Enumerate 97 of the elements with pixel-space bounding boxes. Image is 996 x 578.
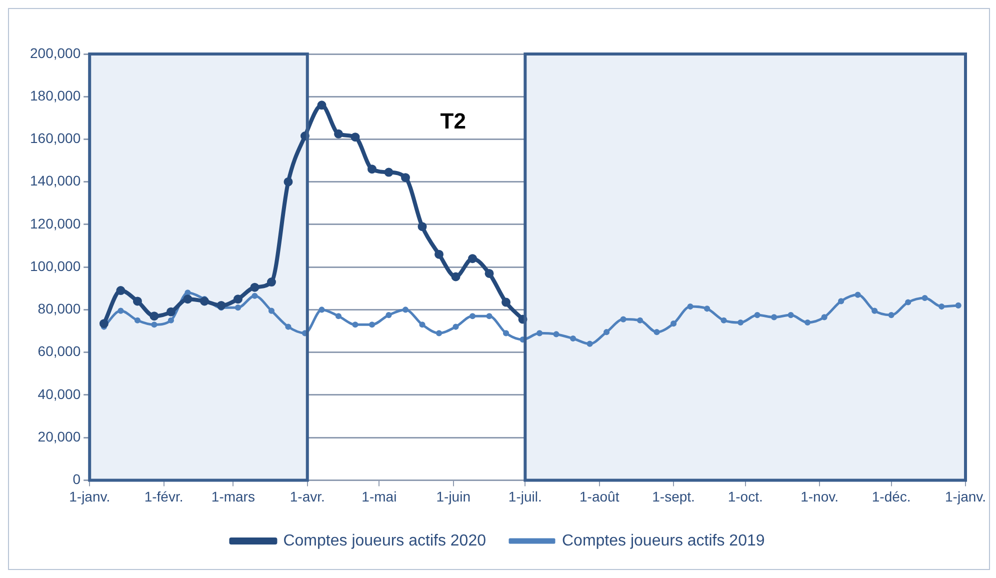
x-tick-label: 1-déc. <box>872 488 911 504</box>
x-tick-label: 1-juin <box>436 488 470 504</box>
y-tick-label: 100,000 <box>30 258 81 274</box>
point <box>938 303 945 310</box>
y-tick-label: 0 <box>72 471 81 488</box>
point <box>166 307 176 316</box>
point <box>788 312 794 318</box>
point <box>266 278 276 287</box>
point <box>922 294 928 302</box>
point <box>386 312 392 318</box>
point <box>352 322 358 328</box>
point <box>285 324 292 330</box>
point <box>134 317 141 324</box>
point <box>99 319 108 328</box>
point <box>384 168 394 177</box>
point <box>536 330 543 336</box>
point <box>872 308 878 314</box>
point <box>168 317 174 324</box>
point <box>151 322 158 328</box>
point <box>804 319 811 326</box>
x-tick-label: 1-nov. <box>800 488 838 504</box>
point <box>216 300 226 310</box>
point <box>955 302 962 309</box>
point <box>452 324 459 330</box>
point <box>418 222 427 232</box>
point <box>502 298 511 307</box>
point <box>469 313 476 320</box>
point <box>250 282 260 292</box>
point <box>603 329 610 336</box>
point <box>451 272 460 282</box>
point <box>704 306 710 312</box>
point <box>334 129 343 138</box>
y-tick-label: 120,000 <box>30 215 81 232</box>
x-tick-label: 1-sept. <box>652 488 695 504</box>
point <box>771 314 778 320</box>
point <box>821 314 828 320</box>
point <box>252 292 258 299</box>
point <box>368 322 376 328</box>
x-tick-label: 1-mai <box>362 488 397 504</box>
point <box>434 250 444 259</box>
legend-label: Comptes joueurs actifs 2020 <box>283 532 486 550</box>
point <box>132 296 142 306</box>
point <box>368 164 376 174</box>
point <box>150 312 159 321</box>
y-tick-label: 40,000 <box>38 386 81 402</box>
annotation: T2 <box>440 108 466 134</box>
point <box>553 331 560 338</box>
point <box>738 319 744 326</box>
point <box>754 312 760 318</box>
point <box>419 322 426 328</box>
x-tick-label: 1-juil. <box>508 488 542 504</box>
point <box>905 299 912 306</box>
point <box>486 313 492 320</box>
point <box>200 296 209 306</box>
point <box>436 330 442 336</box>
x-tick-label: 1-janv. <box>69 488 110 504</box>
point <box>838 298 844 304</box>
point <box>401 173 410 182</box>
point <box>317 100 326 110</box>
x-tick-label: 1-oct. <box>728 488 763 504</box>
point <box>484 268 494 278</box>
point <box>284 177 293 186</box>
point <box>586 340 593 347</box>
point <box>570 335 576 342</box>
point <box>350 132 360 142</box>
point <box>268 308 275 314</box>
point <box>687 303 694 310</box>
point <box>183 294 192 304</box>
y-tick-label: 140,000 <box>30 172 81 189</box>
point <box>854 292 861 298</box>
x-tick-label: 1-avr. <box>290 488 325 504</box>
y-tick-label: 160,000 <box>30 130 81 146</box>
y-tick-label: 180,000 <box>30 87 81 104</box>
point <box>116 286 126 296</box>
point <box>670 320 677 327</box>
point <box>636 317 644 324</box>
point <box>654 329 660 336</box>
point <box>402 306 409 313</box>
point <box>233 294 242 304</box>
x-tick-label: 1-août <box>580 488 620 504</box>
y-tick-label: 60,000 <box>38 343 81 360</box>
legend-label: Comptes joueurs actifs 2019 <box>562 532 765 550</box>
x-tick-label: 1-févr. <box>144 488 184 504</box>
point <box>234 304 242 311</box>
y-tick-label: 80,000 <box>38 300 81 317</box>
point <box>502 330 510 336</box>
y-tick-label: 200,000 <box>30 44 81 61</box>
point <box>620 316 626 322</box>
point <box>118 308 124 314</box>
point <box>468 254 478 264</box>
x-tick-label: 1-janv. <box>945 488 986 504</box>
point <box>318 306 325 313</box>
y-tick-label: 20,000 <box>38 428 81 444</box>
point <box>335 313 342 320</box>
point <box>720 317 727 324</box>
point <box>888 312 894 318</box>
x-tick-label: 1-mars <box>211 488 255 504</box>
